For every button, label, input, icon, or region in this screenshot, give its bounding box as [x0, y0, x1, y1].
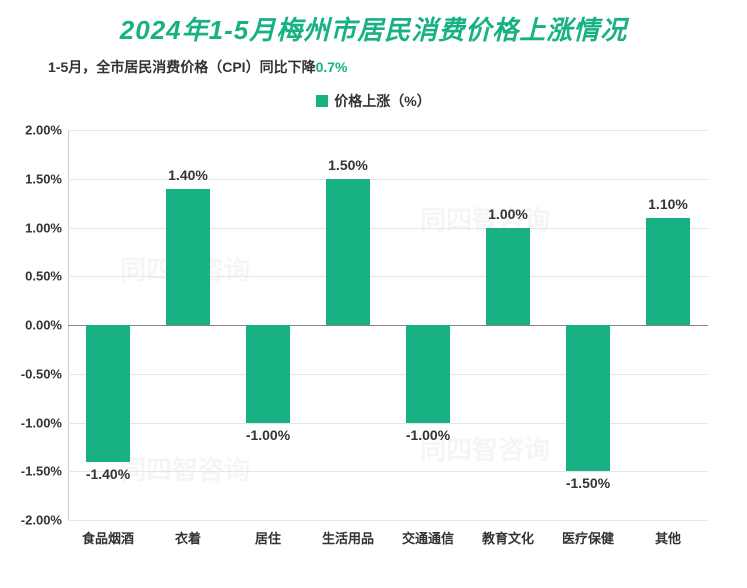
bar — [646, 218, 690, 325]
x-tick-label: 其他 — [628, 528, 708, 547]
y-gridline — [68, 228, 708, 229]
y-tick-label: 0.50% — [2, 269, 62, 284]
x-tick-label: 交通通信 — [388, 528, 468, 547]
bar — [326, 179, 370, 325]
y-tick-label: 1.00% — [2, 220, 62, 235]
bar — [406, 325, 450, 423]
y-gridline — [68, 471, 708, 472]
subtitle-prefix: 1-5月，全市居民消费价格（CPI）同比下降 — [48, 59, 316, 75]
bar-value-label: -1.00% — [388, 427, 468, 443]
legend-marker — [316, 95, 328, 107]
chart-legend: 价格上涨（%） — [0, 77, 747, 111]
y-tick-label: 1.50% — [2, 171, 62, 186]
x-tick-label: 衣着 — [148, 528, 228, 547]
y-gridline — [68, 276, 708, 277]
y-tick-label: -1.00% — [2, 415, 62, 430]
y-tick-label: -1.50% — [2, 464, 62, 479]
bar-value-label: -1.40% — [68, 466, 148, 482]
bar-value-label: -1.50% — [548, 475, 628, 491]
chart-area: -2.00%-1.50%-1.00%-0.50%0.00%0.50%1.00%1… — [68, 130, 728, 520]
bar — [486, 228, 530, 326]
x-tick-label: 居住 — [228, 528, 308, 547]
x-tick-label: 教育文化 — [468, 528, 548, 547]
legend-label: 价格上涨（%） — [334, 93, 430, 109]
bar — [86, 325, 130, 462]
y-gridline — [68, 130, 708, 131]
y-tick-label: 0.00% — [2, 318, 62, 333]
chart-subtitle: 1-5月，全市居民消费价格（CPI）同比下降0.7% — [0, 47, 747, 77]
bar — [246, 325, 290, 423]
y-tick-label: 2.00% — [2, 123, 62, 138]
y-tick-label: -2.00% — [2, 513, 62, 528]
zero-line — [68, 325, 708, 326]
x-tick-label: 食品烟酒 — [68, 528, 148, 547]
x-tick-label: 医疗保健 — [548, 528, 628, 547]
y-gridline — [68, 520, 708, 521]
chart-title: 2024年1-5月梅州市居民消费价格上涨情况 — [0, 0, 747, 47]
bar-value-label: 1.50% — [308, 157, 388, 173]
bar-value-label: 1.00% — [468, 206, 548, 222]
bar — [166, 189, 210, 326]
x-tick-label: 生活用品 — [308, 528, 388, 547]
bar-value-label: -1.00% — [228, 427, 308, 443]
subtitle-highlight: 0.7% — [316, 59, 348, 75]
y-gridline — [68, 374, 708, 375]
bar-value-label: 1.40% — [148, 167, 228, 183]
bar-value-label: 1.10% — [628, 196, 708, 212]
y-gridline — [68, 423, 708, 424]
chart-plot: -2.00%-1.50%-1.00%-0.50%0.00%0.50%1.00%1… — [68, 130, 708, 520]
y-tick-label: -0.50% — [2, 366, 62, 381]
bar — [566, 325, 610, 471]
